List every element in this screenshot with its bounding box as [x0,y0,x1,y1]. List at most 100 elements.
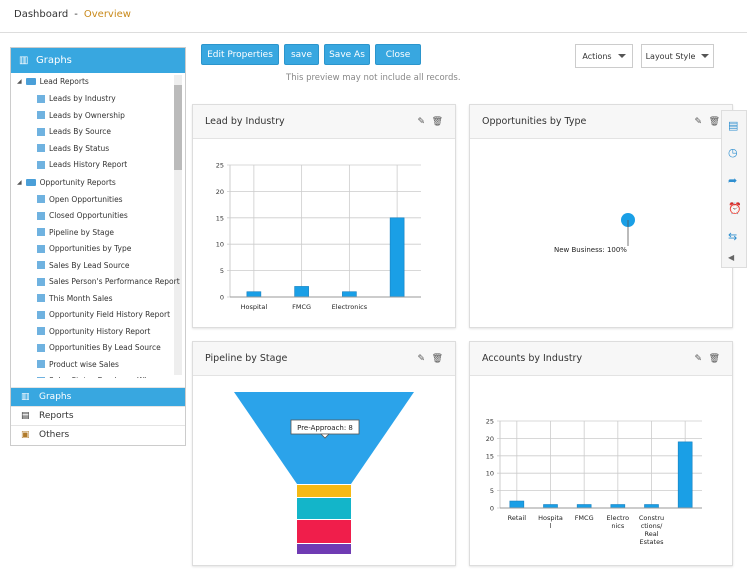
tree-item[interactable]: Opportunity History Report [37,327,150,336]
tree-group[interactable]: ◢ Lead Reports [17,77,89,86]
y-tick-label: 20 [216,188,224,196]
tree-item[interactable]: Leads by Ownership [37,111,125,120]
panel-title: Opportunities by Type [482,116,587,127]
funnel-segment[interactable] [297,498,351,519]
tree-item[interactable]: Opportunity Field History Report [37,310,170,319]
chevron-down-icon [701,54,710,58]
tab-label: Reports [39,411,74,421]
tree-item[interactable]: Sales By Lead Source [37,261,129,270]
tree-item[interactable]: This Month Sales [37,294,113,303]
save-as-button[interactable]: Save As [324,44,370,65]
tree-item[interactable]: Sales Person's Performance Report [37,277,180,286]
panel-title: Accounts by Industry [482,353,583,364]
accounts-by-industry-chart: 0 5 10 15 20 25 Retail Hospita l FMCG Electro nics C… [486,418,702,546]
bar[interactable] [610,504,626,509]
bar[interactable] [543,504,558,509]
tree-item[interactable]: Opportunities by Type [37,244,131,253]
report-file-icon [37,144,45,152]
bar[interactable] [389,217,405,298]
tree-item[interactable]: Leads By Source [37,127,111,136]
report-file-icon [37,343,45,352]
bar[interactable] [644,504,659,509]
breadcrumb: Dashboard - Overview [14,9,131,20]
edit-icon[interactable]: ✎ [417,354,425,364]
funnel-segment[interactable] [234,392,414,484]
collapse-icon[interactable]: ◀ [728,253,735,262]
alarm-icon[interactable]: ⏰ [728,202,742,215]
sidebar-tab-graphs[interactable]: ▥ Graphs [11,387,185,406]
bar[interactable] [342,291,357,298]
opportunities-pie-chart: New Business: 100% [554,213,635,254]
item-label: Leads History Report [49,160,128,169]
breadcrumb-dashboard[interactable]: Dashboard [14,9,69,20]
item-label: Leads By Status [49,143,110,153]
bar[interactable] [294,286,309,298]
sidebar-tab-others[interactable]: ▣ Others [11,425,185,444]
refresh-icon[interactable]: ⇆ [728,230,738,243]
panel-opportunities-by-type: Opportunities by Type ✎ 🗑 New Business: 10… [469,104,733,328]
edit-icon[interactable]: ✎ [694,354,702,364]
clipboard-icon[interactable]: ▤ [728,119,739,132]
funnel-segment[interactable] [297,544,351,554]
tree-item[interactable]: Closed Opportunities [37,211,128,220]
layout-style-dropdown[interactable]: Layout Style [641,44,714,68]
trash-icon[interactable]: 🗑 [708,354,720,364]
history-icon[interactable]: ◷ [728,146,738,159]
tree-item[interactable]: Leads By Status [37,144,109,153]
scrollbar[interactable] [174,75,182,375]
chevron-down-icon [617,54,626,58]
report-tree: ◢ Lead Reports Leads by Industry Leads by O… [11,73,185,378]
report-file-icon [37,376,45,378]
item-label: Open Opportunities [49,194,123,204]
tree-item[interactable]: Open Opportunities [37,195,123,204]
bar[interactable] [576,504,592,509]
pie-label: New Business: 100% [554,246,627,254]
report-icon: ▤ [21,411,30,421]
save-button[interactable]: save [284,44,319,65]
tree-item[interactable]: Leads History Report [37,160,127,169]
y-tick-label: 5 [490,487,494,495]
tree-item[interactable]: Pipeline by Stage [37,228,114,237]
trash-icon[interactable]: 🗑 [431,354,443,364]
report-file-icon [37,127,45,136]
bar[interactable] [509,500,525,509]
trash-icon[interactable]: 🗑 [708,117,720,127]
actions-dropdown[interactable]: Actions [575,44,633,68]
trash-icon[interactable]: 🗑 [431,117,443,127]
edit-icon[interactable]: ✎ [694,117,702,127]
funnel-segment[interactable] [297,520,351,543]
right-toolbar: ▤ ◷ ➦ ⏰ ⇆ ◀ [721,110,747,268]
tree-item[interactable]: Product wise Sales [37,360,119,369]
tooltip-text: Pre-Approach: 8 [297,424,353,432]
expand-arrow-icon[interactable]: ◢ [17,178,22,186]
tree-item[interactable]: Opportunities By Lead Source [37,343,161,352]
y-tick-label: 15 [216,214,224,222]
report-file-icon [37,327,45,335]
expand-arrow-icon[interactable]: ◢ [17,78,22,85]
tree-item[interactable]: Sales Status Employee Wise [37,376,155,378]
briefcase-icon: ▣ [21,430,30,440]
tab-label: Others [39,430,70,440]
bar[interactable] [677,441,693,509]
sidebar-title: Graphs [36,55,72,66]
tree-item[interactable]: Leads by Industry [37,94,116,103]
share-icon[interactable]: ➦ [728,174,738,187]
chart-icon: ▥ [19,55,29,66]
edit-properties-button[interactable]: Edit Properties [201,44,279,65]
item-label: Sales Status Employee Wise [49,376,155,378]
sidebar: ▥ Graphs ◢ Lead Reports Leads by Industry Le… [10,47,186,446]
close-button[interactable]: Close [375,44,421,65]
bar[interactable] [246,291,262,298]
tree-group[interactable]: ◢ Opportunity Reports [17,178,116,187]
panel-accounts-by-industry: Accounts by Industry ✎ 🗑 0 5 10 15 20 25 Retail H… [469,341,733,566]
scrollbar-thumb[interactable] [174,85,182,170]
y-tick-label: 25 [216,162,224,170]
x-tick-label: Hospital [241,303,268,311]
edit-icon[interactable]: ✎ [417,117,425,127]
dropdown-label: Layout Style [645,51,696,61]
item-label: Sales Person's Performance Report [49,277,180,286]
y-tick-label: 20 [486,435,494,443]
funnel-segment[interactable] [297,485,351,497]
sidebar-tab-reports[interactable]: ▤ Reports [11,406,185,425]
